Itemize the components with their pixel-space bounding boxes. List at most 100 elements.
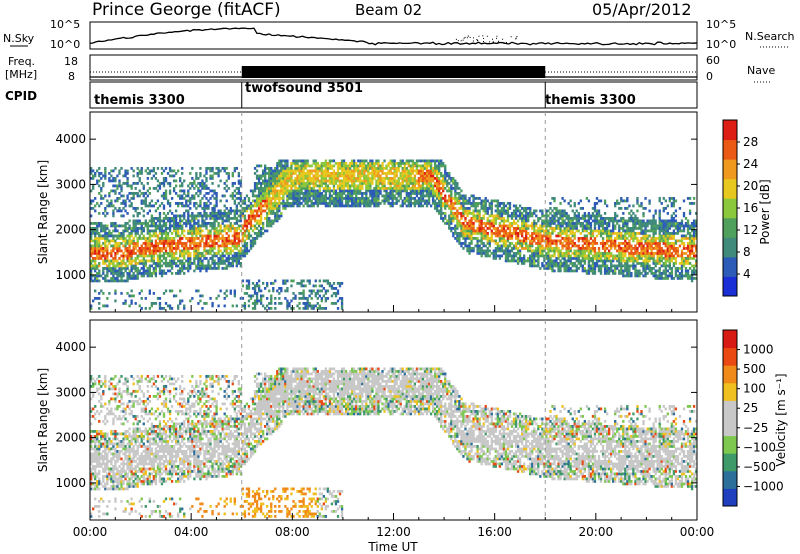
power-cell [90,239,93,243]
power-cell [168,217,172,220]
power-cell [245,227,249,230]
power-cell [539,242,542,245]
power-cell [276,184,279,188]
power-cell [389,192,392,195]
power-cell [229,212,232,215]
power-cell [251,282,255,285]
power-cell [152,169,156,173]
power-cell [480,227,483,230]
power-cell [124,279,127,283]
power-cell [496,199,500,203]
power-cell [462,237,465,240]
power-cell [215,232,218,235]
power-cell [545,264,548,268]
power-cell [292,279,295,283]
power-cell [425,202,429,205]
power-cell [478,222,481,225]
power-cell [419,167,423,170]
power-cell [500,234,504,238]
power-cell [98,212,101,215]
power-cell [330,172,334,175]
power-cell [555,234,558,238]
power-cell [116,242,119,245]
power-cell [571,217,574,220]
power-cell [112,239,115,243]
power-cell [94,234,97,238]
power-cell [365,197,368,200]
nsearch-trace [455,35,518,45]
power-cell [112,212,115,215]
power-cell [152,252,156,255]
power-cell [320,307,323,310]
power-cell [444,179,447,183]
power-cell [555,242,558,245]
power-cell [328,162,332,165]
power-cell [209,232,212,235]
power-cell [565,224,568,228]
power-cell [328,192,332,195]
power-cell [106,304,109,308]
power-cell [506,237,510,240]
power-cell [435,207,439,210]
power-cell [189,219,192,223]
power-cell [423,177,427,180]
power-cell [573,234,576,238]
power-cell [195,264,198,268]
power-cell [201,187,204,190]
power-cell [185,244,188,248]
power-cell [506,212,510,215]
power-cell [561,247,564,250]
power-cell [96,272,99,275]
power-cell [278,172,281,175]
power-cell [205,212,208,215]
power-cell [94,197,97,200]
power-cell [110,272,113,275]
power-cell [581,229,584,233]
power-cell [187,189,190,193]
power-cell [365,169,368,173]
power-cell [122,202,125,205]
power-cell [308,164,311,168]
power-cell [233,217,236,220]
power-cell [450,219,453,223]
power-cell [361,174,364,178]
power-cell [328,159,332,163]
power-cell [353,159,356,163]
power-cell [282,182,285,185]
power-cell [353,169,356,173]
power-cell [116,174,119,178]
power-cell [496,229,500,233]
power-cell [547,249,550,253]
power-cell [344,174,348,178]
power-cell [452,197,455,200]
power-cell [324,162,328,165]
power-cell [189,182,192,185]
power-cell [193,182,196,185]
power-cell [494,199,497,203]
power-cell [298,182,301,185]
power-cell [480,202,483,205]
power-cell [332,199,336,203]
power-cell [498,257,502,260]
power-cell [203,219,206,223]
power-cell [126,277,129,280]
power-cell [229,242,232,245]
power-cell [118,244,121,248]
power-cell [328,282,332,285]
power-cell [286,197,289,200]
power-cell [181,264,184,268]
power-cell [257,187,261,190]
power-cell [257,189,261,193]
power-cell [326,172,330,175]
power-cell [124,267,127,270]
power-cell [506,217,510,220]
power-cell [310,164,313,168]
power-cell [251,199,255,203]
power-cell [304,162,307,165]
power-cell [383,159,386,163]
power-cell [286,172,289,175]
power-cell [124,209,127,213]
power-cell [255,284,259,288]
power-cell [239,209,243,213]
power-cell [174,222,178,225]
